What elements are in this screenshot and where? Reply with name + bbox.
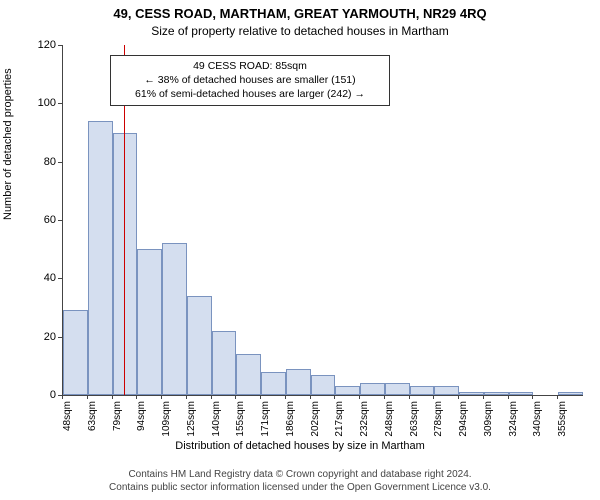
xtick-mark xyxy=(285,395,286,399)
ytick-mark xyxy=(58,337,62,338)
histogram-bar xyxy=(484,392,509,395)
xtick-label: 94sqm xyxy=(136,401,147,441)
xtick-mark xyxy=(211,395,212,399)
title-sub: Size of property relative to detached ho… xyxy=(0,24,600,38)
xtick-mark xyxy=(260,395,261,399)
xtick-mark xyxy=(384,395,385,399)
annotation-line1: 49 CESS ROAD: 85sqm xyxy=(193,60,307,72)
xtick-label: 217sqm xyxy=(334,401,345,441)
xtick-mark xyxy=(458,395,459,399)
xtick-mark xyxy=(235,395,236,399)
xtick-label: 324sqm xyxy=(508,401,519,441)
x-axis-label: Distribution of detached houses by size … xyxy=(0,440,600,452)
ytick-label: 20 xyxy=(26,331,56,343)
ytick-mark xyxy=(58,45,62,46)
histogram-bar xyxy=(385,383,410,395)
xtick-label: 79sqm xyxy=(112,401,123,441)
ytick-label: 80 xyxy=(26,156,56,168)
histogram-bar xyxy=(63,310,88,395)
xtick-label: 48sqm xyxy=(62,401,73,441)
footer-line1: Contains HM Land Registry data © Crown c… xyxy=(128,469,471,480)
xtick-mark xyxy=(557,395,558,399)
ytick-label: 100 xyxy=(26,97,56,109)
annotation-line2: ← 38% of detached houses are smaller (15… xyxy=(144,74,355,86)
xtick-label: 63sqm xyxy=(87,401,98,441)
xtick-label: 278sqm xyxy=(433,401,444,441)
xtick-mark xyxy=(433,395,434,399)
ytick-label: 0 xyxy=(26,389,56,401)
ytick-label: 120 xyxy=(26,39,56,51)
xtick-mark xyxy=(359,395,360,399)
xtick-label: 186sqm xyxy=(285,401,296,441)
xtick-label: 340sqm xyxy=(532,401,543,441)
histogram-bar xyxy=(212,331,237,395)
histogram-bar xyxy=(261,372,286,395)
xtick-mark xyxy=(136,395,137,399)
histogram-bar xyxy=(311,375,336,395)
annotation-box: 49 CESS ROAD: 85sqm ← 38% of detached hou… xyxy=(110,55,390,106)
xtick-mark xyxy=(409,395,410,399)
histogram-bar xyxy=(236,354,261,395)
annotation-line3: 61% of semi-detached houses are larger (… xyxy=(135,88,365,100)
histogram-bar xyxy=(335,386,360,395)
histogram-bar xyxy=(162,243,187,395)
histogram-bar xyxy=(113,133,138,396)
histogram-bar xyxy=(286,369,311,395)
xtick-mark xyxy=(334,395,335,399)
ytick-mark xyxy=(58,103,62,104)
xtick-label: 263sqm xyxy=(409,401,420,441)
xtick-mark xyxy=(532,395,533,399)
ytick-mark xyxy=(58,220,62,221)
histogram-bar xyxy=(360,383,385,395)
histogram-bar xyxy=(509,392,534,395)
ytick-mark xyxy=(58,278,62,279)
footer-attribution: Contains HM Land Registry data © Crown c… xyxy=(10,469,590,494)
xtick-label: 355sqm xyxy=(557,401,568,441)
histogram-bar xyxy=(410,386,435,395)
xtick-label: 248sqm xyxy=(384,401,395,441)
xtick-mark xyxy=(186,395,187,399)
xtick-label: 109sqm xyxy=(161,401,172,441)
histogram-bar xyxy=(187,296,212,395)
xtick-mark xyxy=(310,395,311,399)
xtick-label: 125sqm xyxy=(186,401,197,441)
xtick-label: 140sqm xyxy=(211,401,222,441)
y-axis-label: Number of detached properties xyxy=(2,68,14,220)
histogram-bar xyxy=(137,249,162,395)
ytick-mark xyxy=(58,162,62,163)
xtick-label: 294sqm xyxy=(458,401,469,441)
footer-line2: Contains public sector information licen… xyxy=(109,482,491,493)
xtick-label: 309sqm xyxy=(483,401,494,441)
ytick-label: 40 xyxy=(26,272,56,284)
xtick-mark xyxy=(483,395,484,399)
histogram-bar xyxy=(88,121,113,395)
histogram-bar xyxy=(558,392,583,395)
ytick-label: 60 xyxy=(26,214,56,226)
xtick-label: 171sqm xyxy=(260,401,271,441)
xtick-mark xyxy=(508,395,509,399)
histogram-bar xyxy=(434,386,459,395)
xtick-label: 155sqm xyxy=(235,401,246,441)
chart-plot-area: 49 CESS ROAD: 85sqm ← 38% of detached hou… xyxy=(62,45,583,396)
xtick-mark xyxy=(87,395,88,399)
title-main: 49, CESS ROAD, MARTHAM, GREAT YARMOUTH, … xyxy=(0,6,600,21)
xtick-label: 202sqm xyxy=(310,401,321,441)
xtick-mark xyxy=(62,395,63,399)
xtick-mark xyxy=(112,395,113,399)
xtick-mark xyxy=(161,395,162,399)
histogram-bar xyxy=(459,392,484,395)
xtick-label: 232sqm xyxy=(359,401,370,441)
